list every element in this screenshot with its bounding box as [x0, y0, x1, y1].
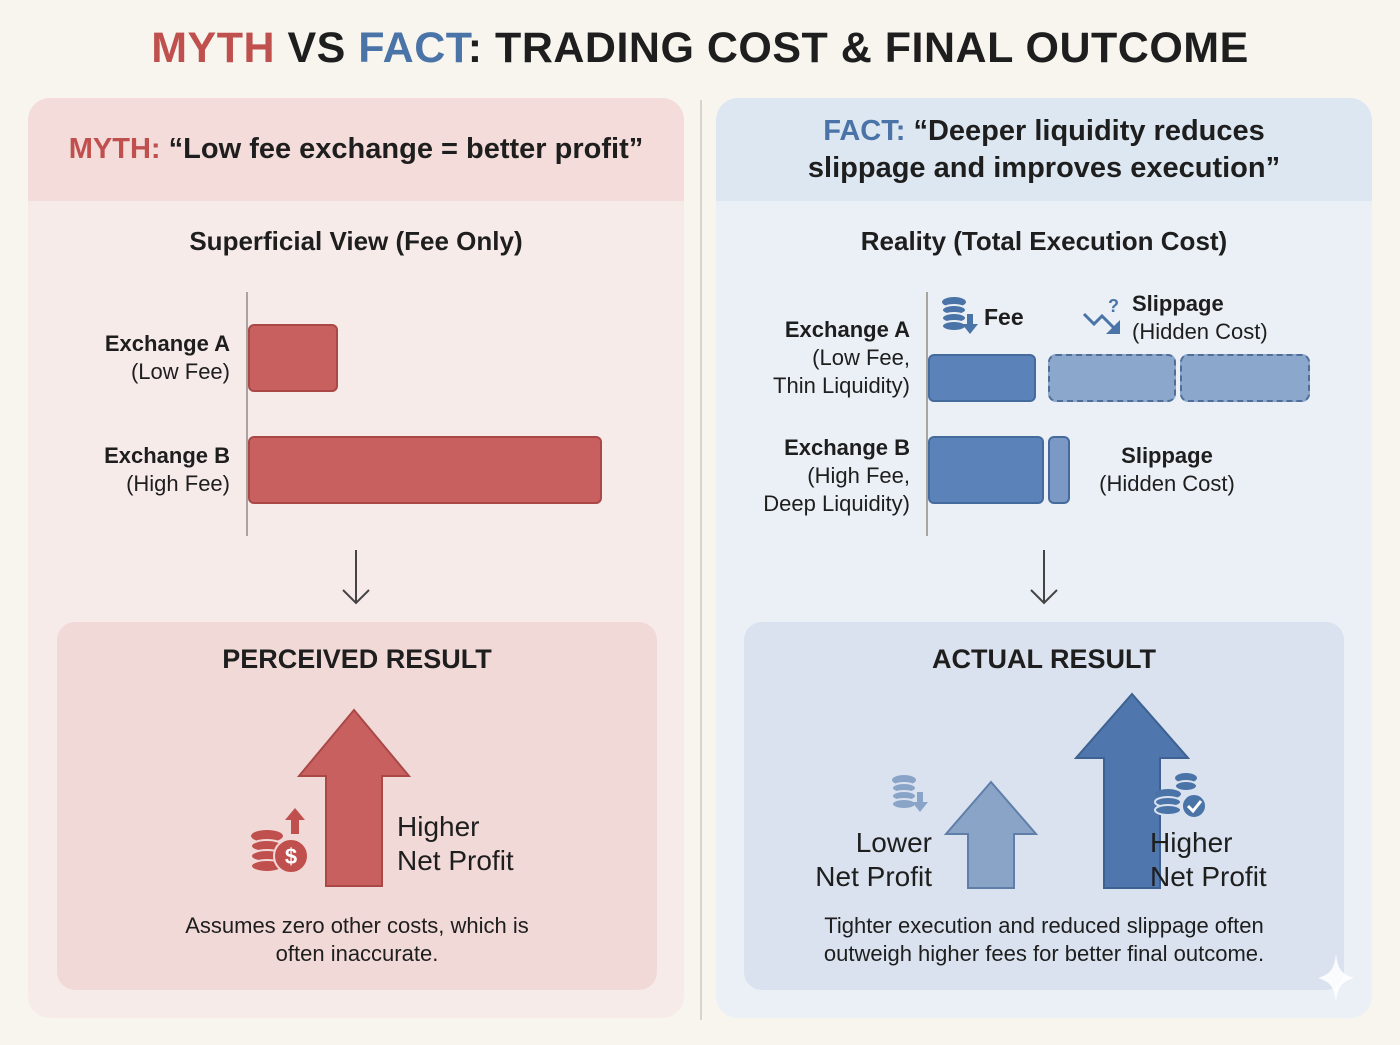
fact-row-b-label: Exchange B (High Fee, Deep Liquidity)	[726, 434, 910, 518]
lower-net-profit-label: Lower Net Profit	[810, 826, 932, 894]
perceived-result-label: Higher Net Profit	[397, 810, 514, 878]
myth-chart-axis	[246, 292, 248, 536]
fact-subtitle: Reality (Total Execution Cost)	[860, 226, 1228, 256]
fact-panel: FACT: “Deeper liquidity reduces slippage…	[716, 98, 1372, 1018]
myth-note-line-2: often inaccurate.	[275, 941, 439, 966]
fact-slippage-bar-exchange-b	[1048, 436, 1070, 504]
coins-down-icon	[891, 775, 928, 812]
myth-header-text: “Low fee exchange = better profit”	[168, 133, 644, 165]
exchange-b-detail: (High Fee)	[126, 471, 230, 496]
myth-bar-exchange-a	[248, 324, 338, 392]
sparkle-icon	[1318, 954, 1354, 1002]
myth-panel: MYTH: “Low fee exchange = better profit”…	[28, 98, 684, 1018]
fact-exchange-a-detail-2: Thin Liquidity)	[773, 373, 910, 398]
fact-slippage-label-title: Slippage	[1121, 443, 1213, 468]
perceived-label-line-1: Higher	[397, 811, 480, 842]
myth-note-line-1: Assumes zero other costs, which is	[185, 913, 529, 938]
title-fact: FACT	[358, 24, 468, 72]
fact-fee-bar-exchange-a	[928, 354, 1036, 402]
perceived-result-box: PERCEIVED RESULT $ Higher Net Profit Ass…	[57, 622, 657, 990]
fact-note-line-2: outweigh higher fees for better final ou…	[823, 941, 1265, 966]
coins-check-icon	[1154, 773, 1207, 819]
fact-exchange-b-name: Exchange B	[784, 435, 910, 460]
fact-header-line-2: slippage and improves execution”	[807, 151, 1281, 184]
coins-dollar-icon: $	[250, 808, 309, 874]
down-arrow-icon	[1030, 550, 1058, 605]
fact-slippage-label-hidden: (Hidden Cost)	[1099, 471, 1235, 496]
title-vs: VS	[275, 24, 359, 72]
higher-net-profit-label: Higher Net Profit	[1150, 826, 1267, 894]
perceived-label-line-2: Net Profit	[397, 845, 514, 876]
lower-label-line-2: Net Profit	[815, 861, 932, 892]
fact-exchange-a-name: Exchange A	[784, 317, 910, 342]
fact-note-line-1: Tighter execution and reduced slippage o…	[824, 913, 1264, 938]
coins-down-icon	[941, 297, 978, 334]
myth-header: MYTH: “Low fee exchange = better profit”	[28, 98, 684, 201]
legend-slippage: Slippage (Hidden Cost)	[1132, 290, 1268, 346]
fact-slippage-bar-a-part-1	[1048, 354, 1176, 402]
page-title: MYTH VS FACT: TRADING COST & FINAL OUTCO…	[0, 24, 1400, 73]
fact-chart-axis	[926, 292, 928, 536]
exchange-b-name: Exchange B	[104, 443, 230, 468]
fact-slippage-bar-a-part-2	[1180, 354, 1310, 402]
exchange-a-detail: (Low Fee)	[130, 359, 230, 384]
large-up-arrow-icon	[1074, 692, 1190, 889]
myth-header-prefix: MYTH:	[68, 133, 161, 165]
fact-fee-bar-exchange-b	[928, 436, 1044, 504]
fact-header: FACT: “Deeper liquidity reduces slippage…	[716, 98, 1372, 201]
fact-header-line-1: “Deeper liquidity reduces	[913, 114, 1265, 147]
down-arrow-icon	[342, 550, 370, 605]
title-rest: : TRADING COST & FINAL OUTCOME	[467, 24, 1249, 72]
svg-text:$: $	[285, 844, 297, 869]
higher-label-line-1: Higher	[1150, 827, 1233, 858]
actual-result-title: ACTUAL RESULT	[932, 644, 1156, 674]
perceived-result-title: PERCEIVED RESULT	[222, 644, 492, 674]
exchange-a-name: Exchange A	[104, 331, 230, 356]
small-up-arrow-icon	[944, 780, 1038, 889]
fact-row-a-label: Exchange A (Low Fee, Thin Liquidity)	[726, 316, 910, 400]
fact-slippage-label: Slippage (Hidden Cost)	[1086, 442, 1248, 498]
fact-exchange-b-detail-2: Deep Liquidity)	[763, 491, 910, 516]
legend-slippage-hidden: (Hidden Cost)	[1132, 319, 1268, 344]
myth-note: Assumes zero other costs, which is often…	[57, 912, 657, 968]
actual-result-box: ACTUAL RESULT Lower Net Profit	[744, 622, 1344, 990]
svg-text:?: ?	[1108, 296, 1119, 316]
trend-down-question-icon: ?	[1082, 296, 1120, 334]
fact-exchange-a-detail-1: (Low Fee,	[812, 345, 910, 370]
myth-row-a-label: Exchange A (Low Fee)	[48, 330, 230, 386]
center-divider	[700, 100, 702, 1020]
higher-label-line-2: Net Profit	[1150, 861, 1267, 892]
title-myth: MYTH	[151, 24, 276, 72]
myth-row-b-label: Exchange B (High Fee)	[48, 442, 230, 498]
lower-label-line-1: Lower	[855, 827, 932, 858]
myth-bar-exchange-b	[248, 436, 602, 504]
legend-fee: Fee	[984, 304, 1024, 330]
up-arrow-icon	[297, 708, 411, 887]
myth-subtitle: Superficial View (Fee Only)	[189, 226, 523, 256]
fact-exchange-b-detail-1: (High Fee,	[807, 463, 910, 488]
fact-note: Tighter execution and reduced slippage o…	[744, 912, 1344, 968]
legend-slippage-title: Slippage	[1132, 291, 1224, 316]
fact-header-prefix: FACT:	[823, 114, 906, 147]
